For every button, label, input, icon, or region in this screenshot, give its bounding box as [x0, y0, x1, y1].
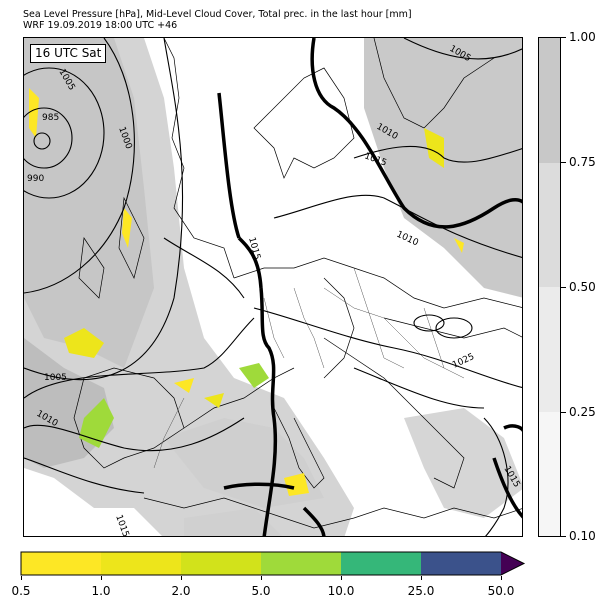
precip-cbar-tick: [261, 576, 262, 580]
cloud-cbar-tick-label: 1.00: [569, 30, 596, 44]
cloud-cbar-segment: [539, 162, 560, 287]
precip-cbar-tick: [101, 576, 102, 580]
cloud-cbar-tick-label: 0.75: [569, 155, 596, 169]
precip-cbar-tick-label: 10.0: [327, 584, 355, 598]
precip-cbar-tick-label: 25.0: [407, 584, 435, 598]
cloud-cbar-segment: [539, 287, 560, 412]
map-panel: 1005 985 990 1000 1005 1010 1015 1015 10…: [23, 37, 523, 537]
precip-cbar-tick-label: 2.0: [171, 584, 191, 598]
precipitation-layer: [29, 88, 464, 496]
weather-map: 1005 985 990 1000 1005 1010 1015 1015 10…: [24, 38, 522, 537]
thick-isobar-layer: [217, 38, 522, 536]
precip-cbar-tick: [501, 576, 502, 580]
precip-cbar-tick-label: 50.0: [487, 584, 515, 598]
precip-cbar-tick-label: 0.5: [11, 584, 31, 598]
cloud-cbar-tick: [561, 412, 566, 413]
cloud-cbar-tick: [561, 536, 566, 537]
precip-cbar-tick: [341, 576, 342, 580]
isobars-layer: [24, 38, 522, 536]
precip-cbar-segment: [181, 552, 261, 575]
cloud-cbar-tick: [561, 287, 566, 288]
cloud-cover-colorbar: [538, 37, 561, 537]
precip-cbar-segment: [261, 552, 341, 575]
figure-subtitle: WRF 19.09.2019 18:00 UTC +46: [23, 20, 178, 31]
precip-cbar-segment: [101, 552, 181, 575]
precip-cbar-tick: [421, 576, 422, 580]
precip-cbar-extend-arrow: [501, 552, 524, 575]
cloud-cbar-tick-label: 0.50: [569, 280, 596, 294]
cloud-cbar-tick-label: 0.25: [569, 405, 596, 419]
cloud-cbar-tick: [561, 37, 566, 38]
isobar-label: 985: [42, 113, 59, 123]
precip-cbar-tick: [21, 576, 22, 580]
precip-cbar-tick: [181, 576, 182, 580]
cloud-cbar-tick: [561, 162, 566, 163]
precip-cbar-segment: [21, 552, 101, 575]
isobar-label: 1015: [113, 514, 130, 537]
cloud-cbar-tick-label: 0.10: [569, 529, 596, 543]
precip-cbar-outline: [20, 551, 526, 576]
isobar-label: 1010: [395, 230, 420, 249]
precip-cbar-segment: [421, 552, 501, 575]
isobar-label: 1005: [44, 373, 67, 383]
precip-cbar-tick-label: 1.0: [91, 584, 111, 598]
precip-cbar-segment: [341, 552, 421, 575]
precip-cbar-tick-label: 5.0: [251, 584, 271, 598]
time-label: 16 UTC Sat: [30, 44, 107, 63]
isobar-label: 990: [27, 174, 44, 184]
precipitation-colorbar: [20, 551, 526, 576]
cloud-cbar-segment: [539, 38, 560, 163]
figure-title: Sea Level Pressure [hPa], Mid-Level Clou…: [23, 9, 412, 20]
cloud-cbar-segment: [539, 411, 560, 536]
